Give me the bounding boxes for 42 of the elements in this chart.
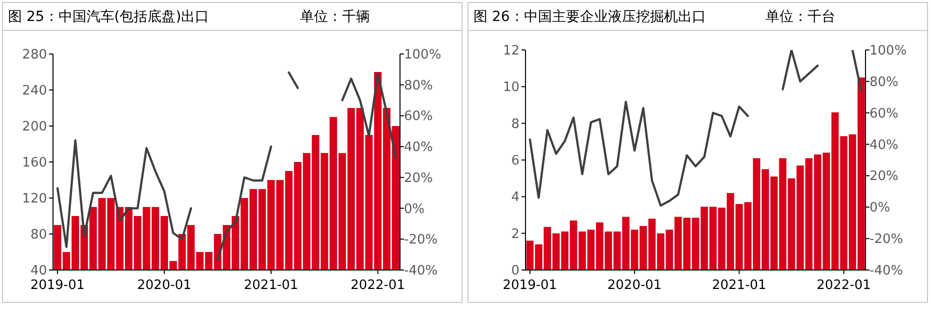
y2-tick-label: 20% [404, 170, 433, 186]
y2-tick-label: 40% [404, 140, 433, 156]
y-tick-label: 80 [30, 228, 47, 242]
y-tick-label: 12 [502, 44, 520, 58]
y-tick-label: 200 [22, 120, 47, 134]
y-tick-label: 280 [22, 48, 47, 62]
y2-tick-label: -40% [870, 264, 904, 278]
x-tick-label: 2020-01 [137, 278, 192, 293]
x-tick-label: 2019-01 [502, 278, 558, 293]
y2-tick-label: 60% [404, 109, 433, 124]
x-tick-label: 2019-01 [30, 278, 85, 293]
y2-tick-label: 60% [870, 106, 898, 122]
y2-tick-label: 80% [404, 78, 433, 94]
y-tick-label: 2 [511, 226, 520, 242]
y2-tick-label: 0% [870, 200, 890, 216]
chart-title: 图 25：中国汽车(包括底盘)出口 [8, 9, 210, 25]
y-tick-label: 240 [22, 84, 47, 98]
y2-tick-label: 100% [870, 44, 907, 58]
chart-title: 图 26：中国主要企业液压挖掘机出口 [474, 9, 706, 25]
y2-tick-label: 0% [404, 202, 425, 217]
y-tick-label: 8 [511, 116, 520, 132]
y2-tick-label: 20% [870, 169, 898, 184]
y-tick-label: 6 [511, 154, 520, 168]
y2-tick-label: -40% [404, 264, 438, 278]
y-tick-label: 0 [511, 264, 520, 278]
y2-tick-label: -20% [404, 232, 438, 248]
chart-subtitle: 单位：千辆 [300, 9, 370, 25]
y-tick-label: 40 [30, 264, 47, 278]
y2-tick-label: 80% [870, 74, 898, 90]
y-tick-label: 120 [22, 192, 47, 206]
y-tick-label: 4 [511, 190, 520, 206]
x-tick-label: 2021-01 [244, 278, 298, 293]
y-tick-label: 10 [502, 80, 520, 96]
x-tick-label: 2021-01 [712, 278, 766, 293]
y2-tick-label: -20% [870, 232, 904, 248]
x-tick-label: 2022-01 [816, 278, 871, 293]
x-tick-label: 2022-01 [350, 278, 405, 293]
x-tick-label: 2020-01 [607, 278, 662, 293]
y-tick-label: 160 [22, 156, 47, 170]
chart-subtitle: 单位：千台 [766, 9, 836, 25]
y2-tick-label: 40% [870, 138, 898, 153]
y2-tick-label: 100% [404, 48, 442, 62]
